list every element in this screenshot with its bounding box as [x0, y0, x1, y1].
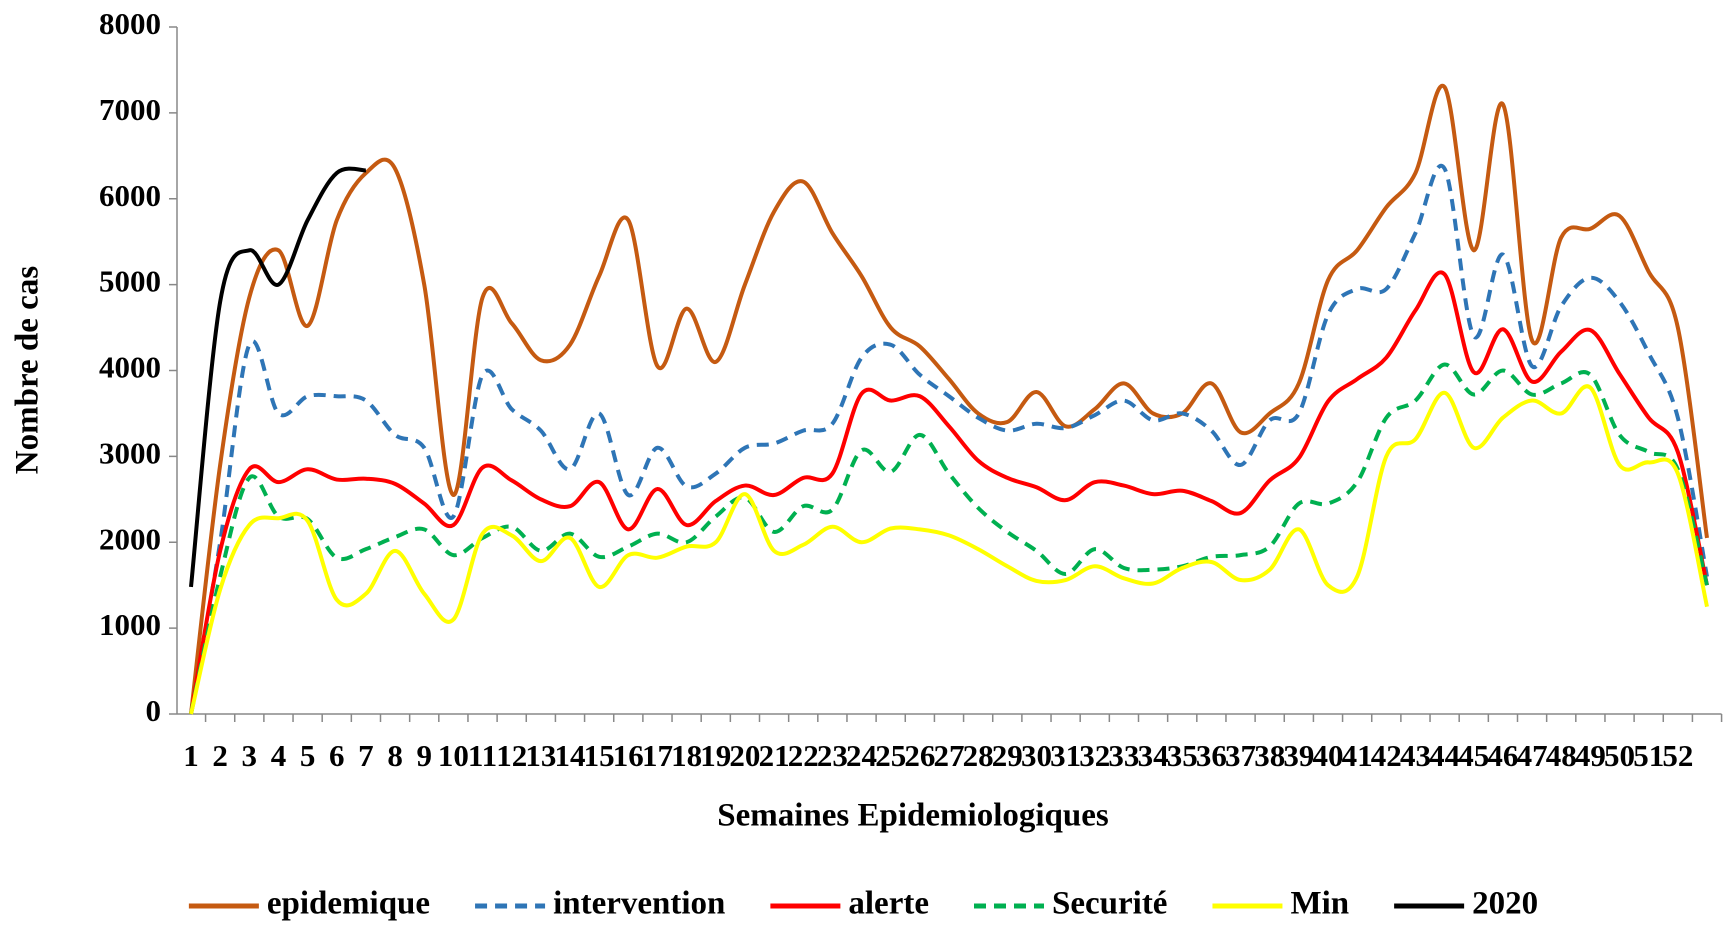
x-tick-label: 40: [1313, 738, 1344, 773]
x-tick-label: 43: [1400, 738, 1431, 773]
x-tick-label: 13: [525, 738, 556, 773]
series-line: [189, 166, 367, 588]
legend-label: alerte: [848, 886, 929, 922]
x-tick-label: 44: [1429, 738, 1460, 773]
x-tick-label: 41: [1342, 738, 1373, 773]
y-axis-title: Nombre de cas: [10, 266, 46, 475]
x-tick-label: 34: [1138, 738, 1169, 773]
series-line: [189, 362, 1709, 715]
legend-item: intervention: [475, 886, 725, 922]
x-tick-label: 24: [846, 738, 877, 773]
x-tick-label: 17: [642, 738, 673, 773]
x-tick-label: 36: [1196, 738, 1227, 773]
x-tick-label: 29: [992, 738, 1023, 773]
x-tick-label: 11: [468, 738, 497, 773]
series-line: [189, 163, 1709, 715]
y-tick-label: 4000: [99, 350, 161, 385]
x-tick-label: 19: [700, 738, 731, 773]
x-tick-label: 9: [416, 738, 432, 773]
y-tick-label: 2000: [99, 521, 161, 556]
legend-label: Min: [1290, 886, 1349, 922]
x-tick-label: 45: [1458, 738, 1489, 773]
y-tick-label: 1000: [99, 607, 161, 642]
x-tick-label: 32: [1079, 738, 1110, 773]
series-line: [189, 270, 1709, 715]
x-tick-label: 8: [387, 738, 403, 773]
x-tick-label: 37: [1225, 738, 1256, 773]
x-tick-label: 38: [1254, 738, 1285, 773]
x-tick-label: 33: [1108, 738, 1139, 773]
x-tick-label: 25: [875, 738, 906, 773]
x-tick-label: 6: [329, 738, 345, 773]
y-tick-label: 7000: [99, 92, 161, 127]
x-tick-label: 16: [613, 738, 644, 773]
x-tick-label: 39: [1283, 738, 1314, 773]
legend-label: epidemique: [267, 886, 430, 922]
x-tick-label: 22: [788, 738, 819, 773]
y-tick-label: 5000: [99, 264, 161, 299]
series-line: [189, 83, 1709, 715]
x-tick-label: 14: [555, 738, 586, 773]
x-tick-label: 48: [1546, 738, 1577, 773]
legend-item: 2020: [1394, 886, 1538, 922]
x-tick-label: 20: [729, 738, 760, 773]
legend-item: epidemique: [188, 886, 430, 922]
x-tick-label: 51: [1633, 738, 1664, 773]
legend-label: Securité: [1052, 886, 1167, 922]
x-tick-label: 50: [1604, 738, 1635, 773]
legend-label: intervention: [553, 886, 725, 922]
x-tick-label: 2: [212, 738, 228, 773]
legend-label: 2020: [1472, 886, 1538, 922]
x-tick-label: 21: [759, 738, 790, 773]
y-tick-label: 3000: [99, 435, 161, 470]
x-axis-title: Semaines Epidemiologiques: [717, 798, 1109, 834]
series-line: [189, 384, 1709, 715]
x-tick-label: 46: [1487, 738, 1518, 773]
x-tick-label: 27: [934, 738, 965, 773]
x-tick-label: 1: [183, 738, 199, 773]
legend-item: Securité: [974, 886, 1167, 922]
legend-item: alerte: [770, 886, 929, 922]
x-tick-label: 4: [271, 738, 287, 773]
x-tick-label: 42: [1371, 738, 1402, 773]
y-tick-label: 6000: [99, 178, 161, 213]
x-tick-label: 7: [358, 738, 374, 773]
x-tick-label: 12: [496, 738, 527, 773]
x-tick-label: 52: [1662, 738, 1693, 773]
legend-item: Min: [1212, 886, 1349, 922]
x-tick-label: 49: [1575, 738, 1606, 773]
x-tick-label: 23: [817, 738, 848, 773]
x-tick-label: 15: [584, 738, 615, 773]
x-tick-label: 5: [300, 738, 316, 773]
y-tick-label: 8000: [99, 6, 161, 41]
x-tick-label: 28: [963, 738, 994, 773]
x-tick-label: 47: [1517, 738, 1548, 773]
y-tick-label: 0: [146, 693, 162, 728]
x-tick-label: 30: [1021, 738, 1052, 773]
x-tick-label: 10: [438, 738, 469, 773]
x-tick-label: 18: [671, 738, 702, 773]
x-tick-label: 35: [1167, 738, 1198, 773]
x-tick-label: 31: [1050, 738, 1081, 773]
x-tick-label: 3: [242, 738, 258, 773]
x-tick-label: 26: [904, 738, 935, 773]
